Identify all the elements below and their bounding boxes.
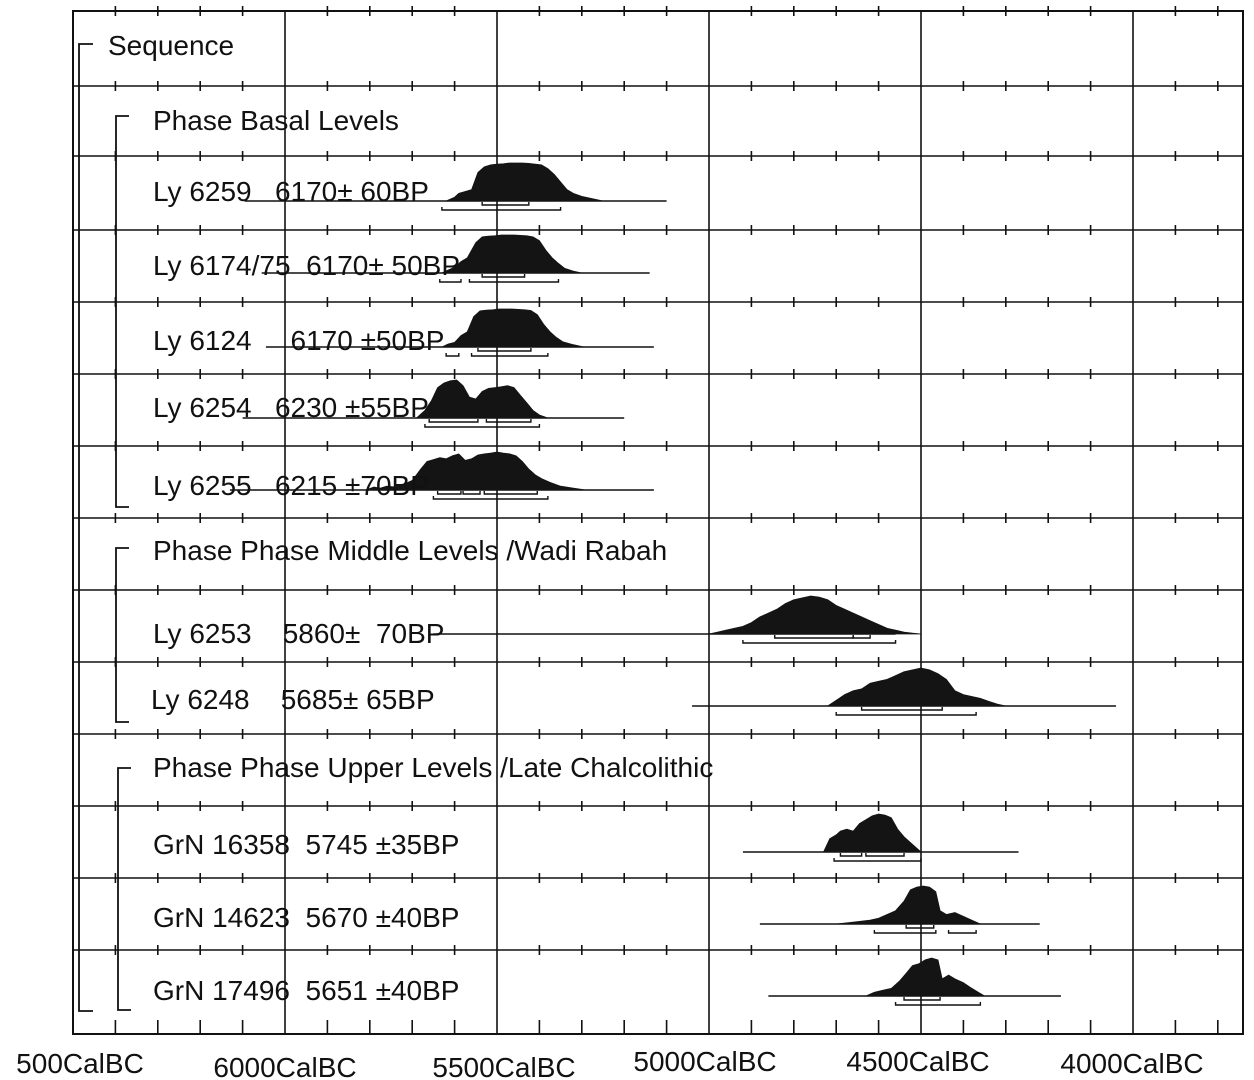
range-68-bracket <box>462 491 481 495</box>
posterior-distribution <box>826 667 1006 707</box>
x-tick-label: 4500CalBC <box>846 1046 989 1077</box>
x-tick-label: 5500CalBC <box>432 1052 575 1080</box>
range-68-bracket <box>483 491 538 495</box>
range-68-bracket <box>481 274 526 278</box>
range-95-bracket <box>835 712 977 716</box>
grid-layer <box>72 6 1244 1035</box>
range-68-bracket <box>852 635 871 639</box>
range-95-bracket <box>873 930 937 934</box>
label-layer: Sequence Phase Basal Levels Ly 6259 6170± … <box>108 30 713 1006</box>
posterior-distribution <box>822 813 923 853</box>
group-header-label: Phase Phase Upper Levels /Late Chalcolit… <box>153 752 713 783</box>
range-95-bracket <box>468 279 560 283</box>
posterior-distribution <box>365 451 587 491</box>
sample-label: Ly 6259 6170± 60BP <box>153 176 429 207</box>
sample-label: Ly 6253 5860± 70BP <box>153 618 444 649</box>
bracket-sequence <box>78 43 93 1012</box>
sample-label: Ly 6255 6215 ±70BP <box>153 470 429 501</box>
x-tick-label: 4000CalBC <box>1060 1048 1203 1079</box>
sample-label: Ly 6124 6170 ±50BP <box>153 325 444 356</box>
posterior-distribution <box>445 162 604 202</box>
group-header-label: Phase Basal Levels <box>153 105 399 136</box>
range-95-bracket <box>894 1002 982 1006</box>
range-68-bracket <box>436 491 462 495</box>
range-68-bracket <box>485 419 532 423</box>
axis-layer: 500CalBC 6000CalBC 5500CalBC 5000CalBC 4500C… <box>16 1020 1219 1080</box>
range-95-bracket <box>441 207 562 211</box>
posterior-distribution <box>836 885 981 925</box>
range-68-bracket <box>477 348 532 352</box>
x-tick-label: 5000CalBC <box>633 1046 776 1077</box>
bracket-middle <box>115 547 129 723</box>
posterior-distribution <box>708 595 922 635</box>
range-95-bracket <box>432 496 549 500</box>
sample-label: Ly 6254 6230 ±55BP <box>153 392 429 423</box>
x-tick-label: 6000CalBC <box>213 1052 356 1080</box>
bracket-layer <box>78 43 131 1012</box>
range-68-bracket <box>839 853 863 857</box>
curve-layer <box>229 162 1117 1006</box>
range-68-bracket <box>865 853 905 857</box>
sample-label: Ly 6248 5685± 65BP <box>151 684 435 715</box>
range-68-bracket <box>774 635 854 639</box>
posterior-distribution <box>441 234 582 274</box>
bracket-basal <box>115 115 129 508</box>
posterior-distribution <box>865 957 987 997</box>
x-tick-label: 500CalBC <box>16 1048 144 1079</box>
sample-label: GrN 14623 5670 ±40BP <box>153 902 459 933</box>
bracket-upper <box>117 767 131 1011</box>
range-95-bracket <box>947 930 977 934</box>
range-95-bracket <box>742 640 897 644</box>
group-header-label: Sequence <box>108 30 234 61</box>
range-95-bracket <box>424 424 541 428</box>
sample-label: GrN 16358 5745 ±35BP <box>153 829 459 860</box>
range-68-bracket <box>905 925 935 929</box>
plot-frame <box>72 10 1244 1035</box>
posterior-distribution <box>441 308 584 348</box>
range-68-bracket <box>903 997 941 1001</box>
range-95-bracket <box>470 353 549 357</box>
sample-label: GrN 17496 5651 ±40BP <box>153 975 459 1006</box>
range-95-bracket <box>445 353 460 357</box>
posterior-distribution <box>415 379 549 419</box>
range-95-bracket <box>833 858 922 862</box>
range-68-bracket <box>860 707 943 711</box>
group-header-label: Phase Phase Middle Levels /Wadi Rabah <box>153 535 667 566</box>
range-68-bracket <box>481 202 530 206</box>
range-68-bracket <box>428 419 479 423</box>
range-95-bracket <box>439 279 462 283</box>
sample-label: Ly 6174/75 6170± 50BP <box>153 250 460 281</box>
